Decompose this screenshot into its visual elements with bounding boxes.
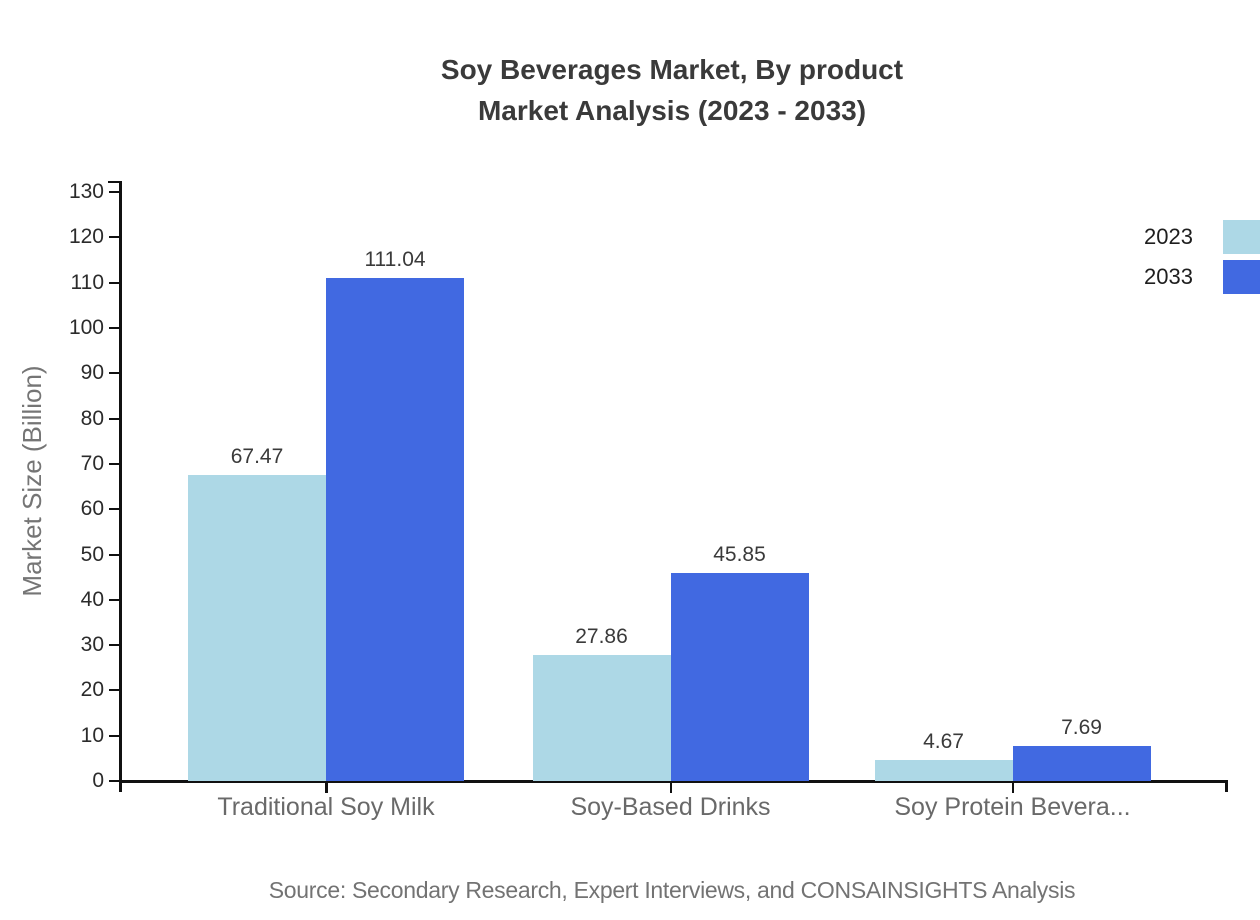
value-label-2023-soy-based-drinks: 27.86 (575, 624, 628, 648)
y-tick-label-50: 50 (80, 542, 104, 566)
y-tick-mark-60 (109, 508, 120, 511)
source-note: Source: Secondary Research, Expert Inter… (268, 877, 1076, 903)
x-axis-left-cap (119, 781, 122, 792)
y-tick-mark-100 (109, 327, 120, 329)
x-category-label-traditional-soy-milk: Traditional Soy Milk (217, 793, 435, 821)
y-axis-line (119, 181, 122, 782)
y-tick-mark-40 (109, 598, 120, 601)
bar-2033-soy-protein-bevera (1012, 746, 1151, 781)
chart-title-line2: Market Analysis (2023 - 2033) (477, 95, 867, 126)
x-category-label-soy-protein-bevera: Soy Protein Bevera... (894, 793, 1131, 821)
x-category-label-soy-based-drinks: Soy-Based Drinks (570, 793, 771, 821)
value-label-2023-traditional-soy-milk: 67.47 (230, 445, 284, 469)
y-tick-label-20: 20 (80, 678, 104, 702)
y-tick-mark-90 (109, 372, 120, 375)
y-tick-mark-10 (109, 734, 120, 737)
y-tick-mark-80 (109, 417, 120, 420)
y-tick-label-10: 10 (80, 723, 104, 747)
bar-2023-traditional-soy-milk (188, 475, 326, 781)
value-label-2033-traditional-soy-milk: 111.04 (364, 247, 426, 271)
y-tick-label-70: 70 (80, 451, 104, 475)
x-axis-right-cap (1225, 781, 1228, 792)
y-tick-label-130: 130 (68, 180, 104, 204)
legend-label-2023: 2023 (1144, 224, 1193, 249)
value-label-2033-soy-based-drinks: 45.85 (713, 543, 766, 567)
legend-swatch-2033 (1223, 260, 1260, 294)
value-label-2033-soy-protein-bevera: 7.69 (1061, 716, 1102, 740)
bar-2033-traditional-soy-milk (326, 277, 464, 781)
value-label-2023-soy-protein-bevera: 4.67 (923, 729, 964, 753)
y-tick-mark-50 (109, 553, 120, 556)
y-tick-label-80: 80 (80, 406, 104, 430)
x-tick-mark-soy-based-drinks (669, 782, 672, 793)
y-axis-top-cap (108, 181, 120, 183)
y-tick-label-90: 90 (80, 361, 104, 385)
y-tick-mark-20 (109, 689, 120, 692)
y-tick-label-110: 110 (70, 270, 104, 294)
y-tick-mark-120 (109, 236, 120, 239)
y-tick-label-60: 60 (80, 497, 104, 521)
x-axis-line (119, 780, 1228, 783)
bar-2023-soy-protein-bevera (874, 759, 1013, 781)
legend-swatch-2023 (1223, 220, 1260, 254)
x-tick-mark-traditional-soy-milk (325, 782, 328, 793)
y-tick-mark-30 (109, 644, 120, 647)
y-tick-mark-70 (109, 462, 120, 465)
x-tick-mark-soy-protein-bevera (1011, 782, 1014, 793)
y-tick-label-0: 0 (92, 769, 104, 792)
y-tick-label-40: 40 (80, 587, 104, 611)
chart-title-line1: Soy Beverages Market, By product (440, 54, 904, 85)
y-tick-mark-0 (109, 780, 120, 782)
legend-label-2033: 2033 (1144, 264, 1193, 289)
y-tick-label-100: 100 (68, 316, 104, 339)
bar-2023-soy-based-drinks (532, 654, 671, 781)
y-tick-mark-130 (109, 191, 120, 194)
y-tick-label-30: 30 (80, 633, 104, 657)
y-tick-mark-110 (109, 281, 120, 284)
y-tick-label-120: 120 (68, 225, 104, 249)
bar-2033-soy-based-drinks (670, 573, 809, 781)
chart-title: Soy Beverages Market, By product Market … (118, 49, 1226, 131)
